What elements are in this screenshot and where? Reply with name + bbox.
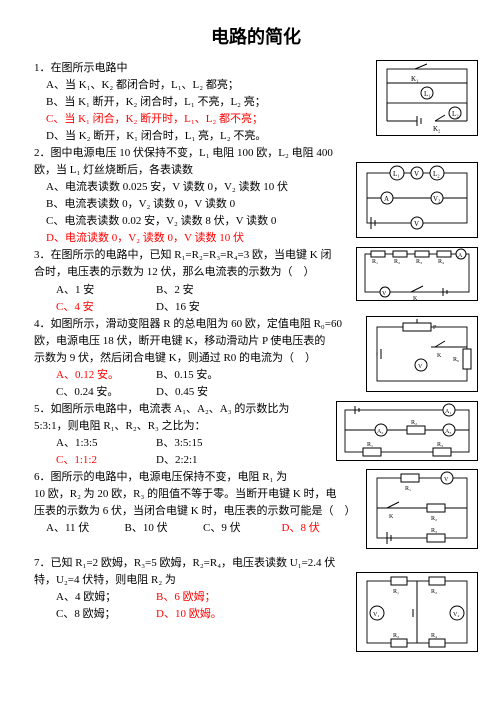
svg-text:L₁: L₁ [393,170,400,178]
q5-stem2: 5:3:1，则电阻 R₁、R₂、R₃ 之比为： [34,418,330,435]
q6-opt-d: D、8 伏 [282,520,361,537]
q3-opt-d: D、16 安 [156,299,200,316]
svg-text:V: V [418,364,423,370]
q5-circuit-diagram: A₁ A₂ R₂ A₃ R₁ R₃ [336,401,478,461]
q2-stem: 2．图中电源电压 10 伏保持不变，L₁ 电阻 100 欧，L₂ 电阻 400 [34,145,478,162]
svg-text:A₁: A₁ [445,409,451,415]
svg-text:R₂: R₂ [411,420,417,426]
svg-text:V₂: V₂ [453,612,459,618]
q4-stem3: 示数为 9 伏，然后闭合电键 K，则通过 R0 的电流为（ ） [34,350,360,367]
svg-text:K: K [437,353,442,359]
q7-stem: 7．已知 R₁=2 欧姆，R₃=5 欧姆，R₂=R₄，电压表读数 U₁=2.4 … [34,555,478,572]
q6-stem3: 压表的示数为 6 伏，当闭合电键 K 时，电压表的示数可能是（ ） [34,503,360,520]
svg-text:A₂: A₂ [377,429,383,435]
q1-opt-d: D、当 K₂ 断开，K₁ 闭合时，L₁ 亮，L₂ 不亮。 [34,128,370,145]
q7-opt-a: A、4 欧姆； [56,589,156,606]
svg-text:R₁: R₁ [405,486,411,492]
q7-opt-c: C、8 欧姆； [56,606,156,623]
q3-stem: 3．在图所示的电路中，已知 R₁=R₂=R₃=R₄=3 欧，当电键 K 闭 [34,247,350,264]
q1-stem: 1．在图所示电路中 [34,60,370,77]
svg-text:R₃: R₃ [431,528,437,534]
q5-opt-b: B、3:5:15 [156,435,202,452]
svg-text:L₂: L₂ [452,110,459,118]
svg-text:R₂: R₂ [394,259,400,265]
q4-stem2: 欧，电源电压 18 伏，断开电键 K，移动滑动片 P 使电压表的 [34,333,360,350]
svg-text:V₁: V₁ [373,612,379,618]
svg-text:V₂: V₂ [433,195,441,203]
q2-opt-d: D、电流读数 0，V₂ 读数 0，V 读数 10 伏 [34,230,350,247]
q2-opt-c: C、电流表读数 0.02 安，V₂ 读数 8 伏，V 读数 0 [34,213,350,230]
q2-stem2: 欧，当 L₁ 灯丝烧断后，各表读数 [34,162,350,179]
q1-opt-b: B、当 K₁ 断开，K₂ 闭合时，L₁ 不亮，L₂ 亮； [34,94,370,111]
q5-opt-a: A、1:3:5 [56,435,156,452]
svg-text:V: V [414,170,419,178]
svg-text:R₃: R₃ [416,259,422,265]
svg-text:V: V [414,220,419,228]
svg-text:R₃: R₃ [393,633,399,639]
q4-circuit-diagram: P K R₀ V [366,316,478,392]
svg-text:R₄: R₄ [438,259,444,265]
q3-stem2: 合时，电压表的示数为 12 伏，那么电流表的示数为（ ） [34,264,350,281]
q1-circuit-diagram: K₁ L₁ L₂ K₂ [376,60,478,136]
svg-text:R₀: R₀ [453,357,459,363]
q3-opt-a: A、1 安 [56,282,156,299]
svg-text:R₄: R₄ [431,633,437,639]
q6-circuit-diagram: R₁ V K R₂ R₃ [366,469,478,549]
q7-opt-b: B、6 欧姆； [156,589,216,606]
q4-opt-c: C、0.24 安。 [56,384,156,401]
q4-opt-b: B、0.15 安。 [156,367,218,384]
q3-opt-c: C、4 安 [56,299,156,316]
q7-circuit-diagram: R₁ R₂ V₁ V₂ R₃ R₄ [356,572,478,652]
q6-stem2: 10 欧，R₂ 为 20 欧，R₃ 的阻值不等于零。当断开电键 K 时，电 [34,486,360,503]
q5-stem: 5．如图所示电路中，电流表 A₁、A₂、A₃ 的示数比为 [34,401,330,418]
svg-text:L₁: L₁ [424,90,431,98]
svg-text:A₃: A₃ [445,429,451,435]
q5-opt-d: D、2:2:1 [156,452,198,469]
svg-text:R₂: R₂ [431,589,437,595]
page-title: 电路的简化 [34,24,478,52]
svg-text:A: A [384,195,389,203]
q2-opt-a: A、电流表读数 0.025 安，V 读数 0，V₂ 读数 10 伏 [34,179,350,196]
q6-opt-c: C、9 伏 [203,520,282,537]
svg-text:K: K [413,296,418,300]
svg-text:R₁: R₁ [372,259,378,265]
q6-opt-b: B、10 伏 [125,520,204,537]
svg-text:P: P [433,325,437,331]
svg-text:K: K [389,514,394,520]
q6-opt-a: A、11 伏 [46,520,125,537]
q2-circuit-diagram: L₁ L₂ V A V₂ V [356,162,478,238]
q3-opt-b: B、2 安 [156,282,194,299]
q3-circuit-diagram: R₁ R₂ R₃ R₄ A V K [356,247,478,301]
svg-text:A: A [458,253,463,259]
q1-opt-c: C、当 K₁ 闭合，K₂ 断开时，L₁、L₂ 都不亮； [34,111,370,128]
q2-opt-b: B、电流表读数 0，V₂ 读数 0，V 读数 0 [34,196,350,213]
q4-opt-a: A、0.12 安。 [56,367,156,384]
q7-opt-d: D、10 欧姆。 [156,606,222,623]
svg-text:R₃: R₃ [437,442,443,448]
q1-opt-a: A、当 K₁、K₂ 都闭合时，L₁、L₂ 都亮； [34,77,370,94]
svg-text:R₁: R₁ [393,589,399,595]
svg-text:R₁: R₁ [367,442,373,448]
svg-text:K₂: K₂ [433,125,441,133]
svg-text:L₂: L₂ [433,170,440,178]
q6-stem: 6．图所示的电路中，电源电压保持不变，电阻 R₁ 为 [34,469,360,486]
svg-text:K₁: K₁ [411,75,419,83]
q4-opt-d: D、0.45 安 [156,384,208,401]
svg-text:R₂: R₂ [431,516,437,522]
svg-text:V: V [382,291,387,297]
q4-stem: 4．如图所示，滑动变阻器 R 的总电阻为 60 欧，定值电阻 R₀=60 [34,316,360,333]
q7-stem2: 特，U₂=4 伏特，则电阻 R₂ 为 [34,572,350,589]
svg-text:V: V [444,477,449,483]
q5-opt-c: C、1:1:2 [56,452,156,469]
